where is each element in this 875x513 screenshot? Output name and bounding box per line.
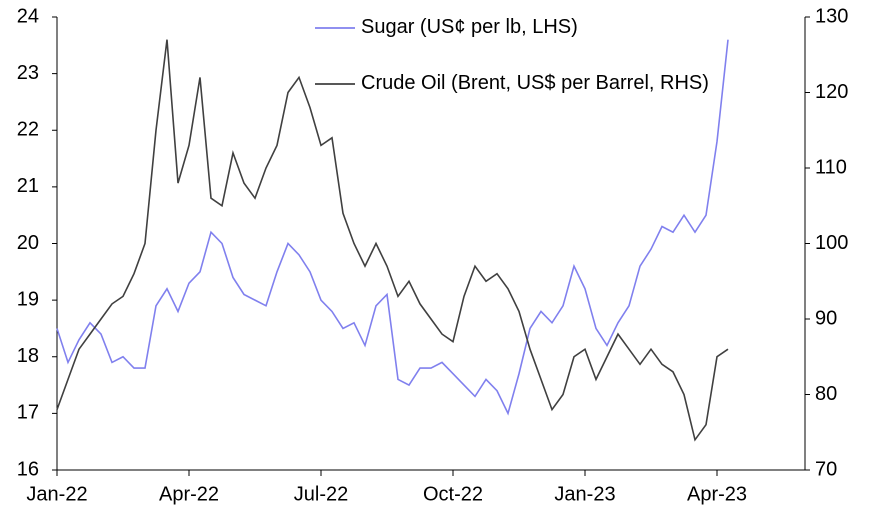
- series-line: [56, 39, 729, 416]
- y-tick-label: 17: [17, 402, 39, 424]
- y2-tick-label: 110: [815, 156, 847, 178]
- y-tick-label: 18: [17, 345, 39, 367]
- x-tick-label: Apr-22: [159, 483, 219, 505]
- y2-tick-label: 100: [815, 232, 848, 254]
- x-tick-label: Jan-23: [554, 483, 615, 505]
- y2-tick-label: 70: [815, 458, 837, 480]
- x-tick-label: Jul-22: [294, 483, 348, 505]
- y-tick-label: 19: [17, 288, 39, 310]
- y-tick-label: 22: [17, 119, 39, 141]
- y2-tick-label: 90: [815, 307, 837, 329]
- y2-tick-label: 80: [815, 383, 837, 405]
- y-tick-label: 23: [17, 62, 39, 84]
- series-line: [56, 39, 729, 442]
- y2-tick-label: 130: [815, 5, 848, 27]
- y-tick-label: 16: [17, 458, 39, 480]
- x-tick-label: Apr-23: [687, 483, 747, 505]
- y-tick-label: 20: [17, 232, 39, 254]
- x-tick-label: Oct-22: [423, 483, 483, 505]
- legend-label: Sugar (US¢ per lb, LHS): [361, 16, 578, 38]
- y-tick-label: 24: [17, 5, 39, 27]
- y-tick-label: 21: [17, 175, 39, 197]
- x-tick-label: Jan-22: [26, 483, 87, 505]
- legend-label: Crude Oil (Brent, US$ per Barrel, RHS): [361, 72, 709, 94]
- y2-tick-label: 120: [815, 81, 848, 103]
